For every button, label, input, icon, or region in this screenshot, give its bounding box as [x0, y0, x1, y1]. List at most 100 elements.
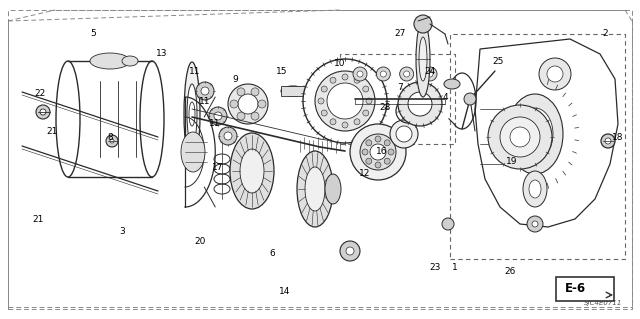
Ellipse shape: [442, 218, 454, 230]
Ellipse shape: [539, 58, 571, 90]
Ellipse shape: [251, 88, 259, 96]
Text: 19: 19: [506, 157, 518, 166]
Ellipse shape: [140, 61, 164, 177]
Ellipse shape: [360, 134, 396, 170]
Ellipse shape: [375, 162, 381, 168]
Ellipse shape: [529, 180, 541, 198]
Ellipse shape: [523, 171, 547, 207]
Ellipse shape: [353, 67, 367, 81]
Text: 21: 21: [46, 127, 58, 136]
Ellipse shape: [196, 82, 214, 100]
Text: 27: 27: [394, 29, 406, 39]
Text: 2: 2: [602, 29, 608, 39]
Text: 11: 11: [189, 66, 201, 76]
Text: 12: 12: [359, 169, 371, 179]
Ellipse shape: [181, 132, 205, 172]
Ellipse shape: [464, 93, 476, 105]
Ellipse shape: [384, 140, 390, 146]
Ellipse shape: [423, 67, 437, 81]
Ellipse shape: [330, 119, 336, 125]
Ellipse shape: [327, 83, 363, 119]
Text: 6: 6: [269, 249, 275, 258]
Text: E-6: E-6: [564, 283, 586, 295]
Ellipse shape: [90, 53, 130, 69]
Ellipse shape: [605, 138, 611, 144]
Text: 18: 18: [612, 132, 624, 142]
Ellipse shape: [357, 71, 363, 77]
Ellipse shape: [315, 71, 375, 131]
Ellipse shape: [399, 67, 413, 81]
Bar: [556, 277, 614, 301]
Text: 22: 22: [35, 90, 45, 99]
Text: 1: 1: [452, 263, 458, 271]
Ellipse shape: [363, 86, 369, 92]
Ellipse shape: [527, 216, 543, 232]
Text: 11: 11: [209, 120, 221, 129]
Ellipse shape: [396, 126, 412, 142]
Ellipse shape: [251, 112, 259, 120]
Ellipse shape: [238, 94, 258, 114]
Text: 13: 13: [156, 49, 168, 58]
Ellipse shape: [388, 149, 394, 155]
Ellipse shape: [532, 221, 538, 227]
Ellipse shape: [122, 56, 138, 66]
Ellipse shape: [201, 87, 209, 95]
Ellipse shape: [370, 144, 386, 160]
Ellipse shape: [342, 74, 348, 80]
Text: 25: 25: [492, 56, 504, 65]
Ellipse shape: [330, 77, 336, 83]
Ellipse shape: [224, 132, 232, 140]
Ellipse shape: [366, 140, 372, 146]
Ellipse shape: [303, 59, 387, 143]
Ellipse shape: [404, 71, 410, 77]
Ellipse shape: [354, 77, 360, 83]
Ellipse shape: [342, 122, 348, 128]
Ellipse shape: [350, 124, 406, 180]
Ellipse shape: [189, 102, 195, 126]
Ellipse shape: [237, 88, 245, 96]
Ellipse shape: [184, 62, 200, 166]
Ellipse shape: [230, 133, 274, 209]
Text: 9: 9: [232, 75, 238, 84]
Ellipse shape: [517, 108, 553, 160]
Ellipse shape: [318, 98, 324, 104]
Ellipse shape: [444, 79, 460, 89]
Text: 28: 28: [380, 102, 390, 112]
Text: 14: 14: [279, 286, 291, 295]
Text: 23: 23: [429, 263, 441, 271]
Ellipse shape: [390, 120, 418, 148]
Ellipse shape: [36, 105, 50, 119]
Ellipse shape: [187, 84, 197, 144]
Ellipse shape: [547, 66, 563, 82]
Ellipse shape: [354, 119, 360, 125]
Ellipse shape: [363, 110, 369, 116]
Text: 21: 21: [32, 214, 44, 224]
Text: 15: 15: [276, 66, 288, 76]
Ellipse shape: [419, 37, 427, 81]
Ellipse shape: [510, 127, 530, 147]
Text: 7: 7: [397, 83, 403, 92]
Ellipse shape: [321, 86, 327, 92]
Text: 3: 3: [119, 227, 125, 236]
Ellipse shape: [507, 94, 563, 174]
Text: 11: 11: [199, 97, 211, 106]
Ellipse shape: [398, 82, 442, 126]
Ellipse shape: [380, 71, 387, 77]
Ellipse shape: [214, 112, 222, 120]
Ellipse shape: [346, 247, 354, 255]
Ellipse shape: [321, 110, 327, 116]
Ellipse shape: [376, 67, 390, 81]
Ellipse shape: [408, 92, 432, 116]
Ellipse shape: [414, 15, 432, 33]
Text: 10: 10: [334, 60, 346, 69]
Ellipse shape: [56, 61, 80, 177]
Ellipse shape: [340, 241, 360, 261]
Ellipse shape: [488, 105, 552, 169]
Ellipse shape: [230, 100, 238, 108]
Ellipse shape: [362, 149, 368, 155]
Ellipse shape: [527, 122, 543, 146]
Text: 24: 24: [424, 66, 436, 76]
Ellipse shape: [416, 21, 430, 97]
Text: 20: 20: [195, 236, 205, 246]
Text: 4: 4: [442, 93, 448, 101]
